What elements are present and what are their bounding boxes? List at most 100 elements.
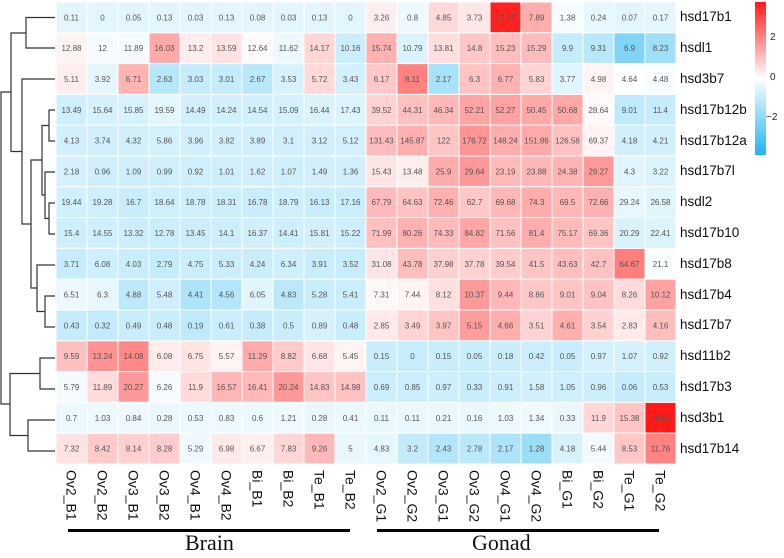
- heatmap-cell: [303, 32, 336, 65]
- cell-value-label: 69.68: [495, 198, 516, 207]
- cell-value-label: 5.44: [591, 445, 607, 454]
- cell-value-label: 5.28: [312, 291, 328, 300]
- cell-value-label: 62.7: [467, 198, 483, 207]
- cell-value-label: 12: [98, 44, 107, 53]
- heatmap-cell: [210, 93, 243, 126]
- cell-value-label: 7.44: [405, 291, 421, 300]
- row-label: hsd3b1: [680, 409, 725, 425]
- cell-value-label: 3.71: [64, 260, 80, 269]
- dendrogram-branch: [39, 357, 55, 390]
- cell-value-label: 0.13: [312, 13, 328, 22]
- column-label: Bi_G2: [590, 470, 607, 509]
- cell-value-label: 29.24: [619, 198, 640, 207]
- cell-value-label: 6.98: [219, 445, 235, 454]
- brain-group-bar: [68, 529, 350, 532]
- cell-value-label: 14.1: [219, 229, 235, 238]
- heatmap-cell: [644, 432, 677, 465]
- cell-value-label: 5.86: [157, 137, 173, 146]
- cell-value-label: 80.26: [402, 229, 423, 238]
- cell-value-label: 0.15: [374, 352, 390, 361]
- heatmap-cell: [458, 93, 491, 126]
- cell-value-label: 1.07: [281, 167, 297, 176]
- cell-value-label: 2.85: [374, 321, 390, 330]
- column-label: Bi_B1: [249, 470, 266, 508]
- cell-value-label: 0.03: [281, 13, 297, 22]
- cell-value-label: 16.13: [309, 198, 330, 207]
- cell-value-label: 10.12: [650, 291, 671, 300]
- cell-value-label: 13.32: [123, 229, 144, 238]
- cell-value-label: 6.08: [95, 260, 111, 269]
- heatmap-cell: [489, 217, 522, 249]
- cell-value-label: 0.97: [591, 352, 607, 361]
- cell-value-label: 122: [437, 137, 451, 146]
- heatmap-cell: [303, 278, 336, 311]
- heatmap-cell: [241, 63, 274, 95]
- colorbar-tick: 2: [770, 32, 776, 43]
- cell-value-label: 8.11: [405, 75, 421, 84]
- cell-value-label: 11.62: [279, 44, 299, 53]
- cell-value-label: 3.49: [405, 321, 421, 330]
- cell-value-label: 13.59: [216, 44, 237, 53]
- heatmap-cell: [86, 309, 119, 342]
- heatmap-cell: [582, 401, 615, 434]
- cell-value-label: 4.24: [250, 260, 266, 269]
- cell-value-label: 0.6: [252, 414, 264, 423]
- cell-value-label: 7.32: [64, 445, 80, 454]
- cell-value-label: 8.42: [95, 445, 111, 454]
- cell-value-label: 14.24: [216, 106, 237, 115]
- dendrogram-branch: [25, 16, 55, 49]
- cell-value-label: 0.03: [188, 13, 204, 22]
- heatmap-cell: [396, 432, 429, 465]
- cell-value-label: 0.99: [157, 167, 173, 176]
- heatmap-cell: [458, 309, 491, 342]
- heatmap-cell: [427, 1, 460, 34]
- cell-value-label: 72.46: [433, 198, 454, 207]
- heatmap-cell: [334, 247, 367, 280]
- cell-value-label: 0.42: [529, 352, 545, 361]
- cell-value-label: 126.58: [555, 137, 580, 146]
- heatmap-cell: [272, 340, 305, 373]
- column-label: Ov4_B2: [218, 470, 235, 521]
- gonad-group-bar: [377, 529, 659, 532]
- heatmap-cell: [272, 371, 305, 403]
- heatmap-cell: [396, 93, 429, 126]
- column-label: Ov4_B1: [187, 470, 204, 521]
- cell-value-label: 15.74: [371, 44, 392, 53]
- cell-value-label: 67.79: [371, 198, 392, 207]
- cell-value-label: 1.62: [250, 167, 266, 176]
- cell-value-label: 69.37: [588, 137, 609, 146]
- heatmap-cell: [117, 155, 150, 188]
- heatmap-cell: [117, 278, 150, 311]
- heatmap-cell: [644, 309, 677, 342]
- heatmap-cell: [520, 63, 553, 95]
- cell-value-label: 5.83: [529, 75, 545, 84]
- cell-value-label: 6.51: [64, 291, 80, 300]
- cell-value-label: 2.17: [498, 445, 514, 454]
- heatmap-cell: [520, 432, 553, 465]
- heatmap-cell: [644, 186, 677, 219]
- cell-value-label: 0.61: [219, 321, 235, 330]
- cell-value-label: 6.26: [157, 383, 173, 392]
- cell-value-label: 4.66: [498, 321, 514, 330]
- heatmap-cell: [272, 1, 305, 34]
- heatmap-cell: [210, 124, 243, 157]
- column-label: Bi_G1: [559, 470, 576, 509]
- cell-value-label: 5.79: [64, 383, 80, 392]
- heatmap-cell: [520, 340, 553, 373]
- heatmap-cell: [613, 309, 646, 342]
- cell-value-label: 8.53: [622, 445, 638, 454]
- cell-value-label: 5.33: [219, 260, 235, 269]
- column-label: Ov3_B2: [156, 470, 173, 521]
- cell-value-label: 0.49: [126, 321, 142, 330]
- heatmap-cell: [241, 124, 274, 157]
- cell-value-label: 0.21: [436, 414, 452, 423]
- cell-value-label: 5.11: [64, 75, 80, 84]
- heatmap-cell: [489, 124, 522, 157]
- heatmap-cell: [334, 278, 367, 311]
- cell-value-label: 16.37: [247, 229, 268, 238]
- cell-value-label: 0: [410, 352, 415, 361]
- heatmap-cell: [210, 309, 243, 342]
- cell-value-label: 43.78: [402, 260, 423, 269]
- row-label: hsd3b7: [680, 71, 725, 86]
- cell-value-label: 0.32: [95, 321, 111, 330]
